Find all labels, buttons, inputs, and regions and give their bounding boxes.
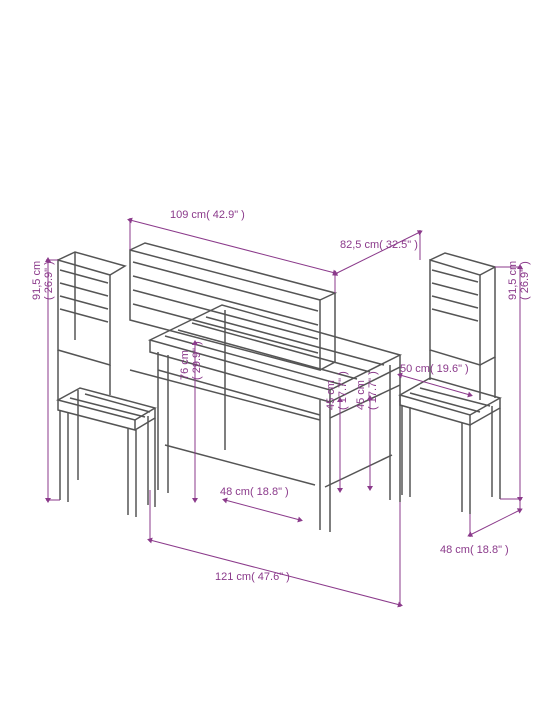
bench [130,243,335,420]
label-45a-in: ( 17.7" ) [337,371,349,410]
label-chair-depth: 48 cm( 18.8" ) [440,544,509,556]
label-left-height-cm: 91,5 cm [31,261,43,300]
dim-total-width: 121 cm( 47.6" ) [150,490,400,607]
label-table-depth: 82,5 cm( 32.5" ) [340,239,418,251]
label-table-height-cm: 76 cm [179,350,191,380]
label-45b-in: ( 17.7" ) [367,371,379,410]
label-48-under: 48 cm( 18.8" ) [220,486,289,498]
dimension-diagram: 109 cm( 42.9" ) 82,5 cm( 32.5" ) 91,5 cm… [0,0,540,720]
right-chair [400,253,500,514]
dim-chair-depth: 48 cm( 18.8" ) [440,499,520,556]
dim-table-depth: 82,5 cm( 32.5" ) [335,230,420,274]
dim-48-under-table: 48 cm( 18.8" ) [220,486,300,520]
label-left-height-in: ( 26.9" ) [43,261,55,300]
label-total-width: 121 cm( 47.6" ) [215,571,290,583]
label-bench-width: 109 cm( 42.9" ) [170,209,245,221]
label-45b-cm: 45 cm [355,380,367,410]
label-right-height-cm: 91,5 cm [507,261,519,300]
dim-45-a: 45 cm ( 17.7" ) [325,371,349,490]
label-right-height-in: ( 26.9" ) [519,261,531,300]
label-chair-seat-width: 50 cm( 19.6" ) [400,363,469,375]
label-45a-cm: 45 cm [325,380,337,410]
label-table-height-in: ( 29.9" ) [191,341,203,380]
dim-left-height: 91,5 cm ( 26.9" ) [31,260,60,500]
dim-bench-width: 109 cm( 42.9" ) [130,209,335,293]
dim-table-height: 76 cm ( 29.9" ) [179,341,203,500]
